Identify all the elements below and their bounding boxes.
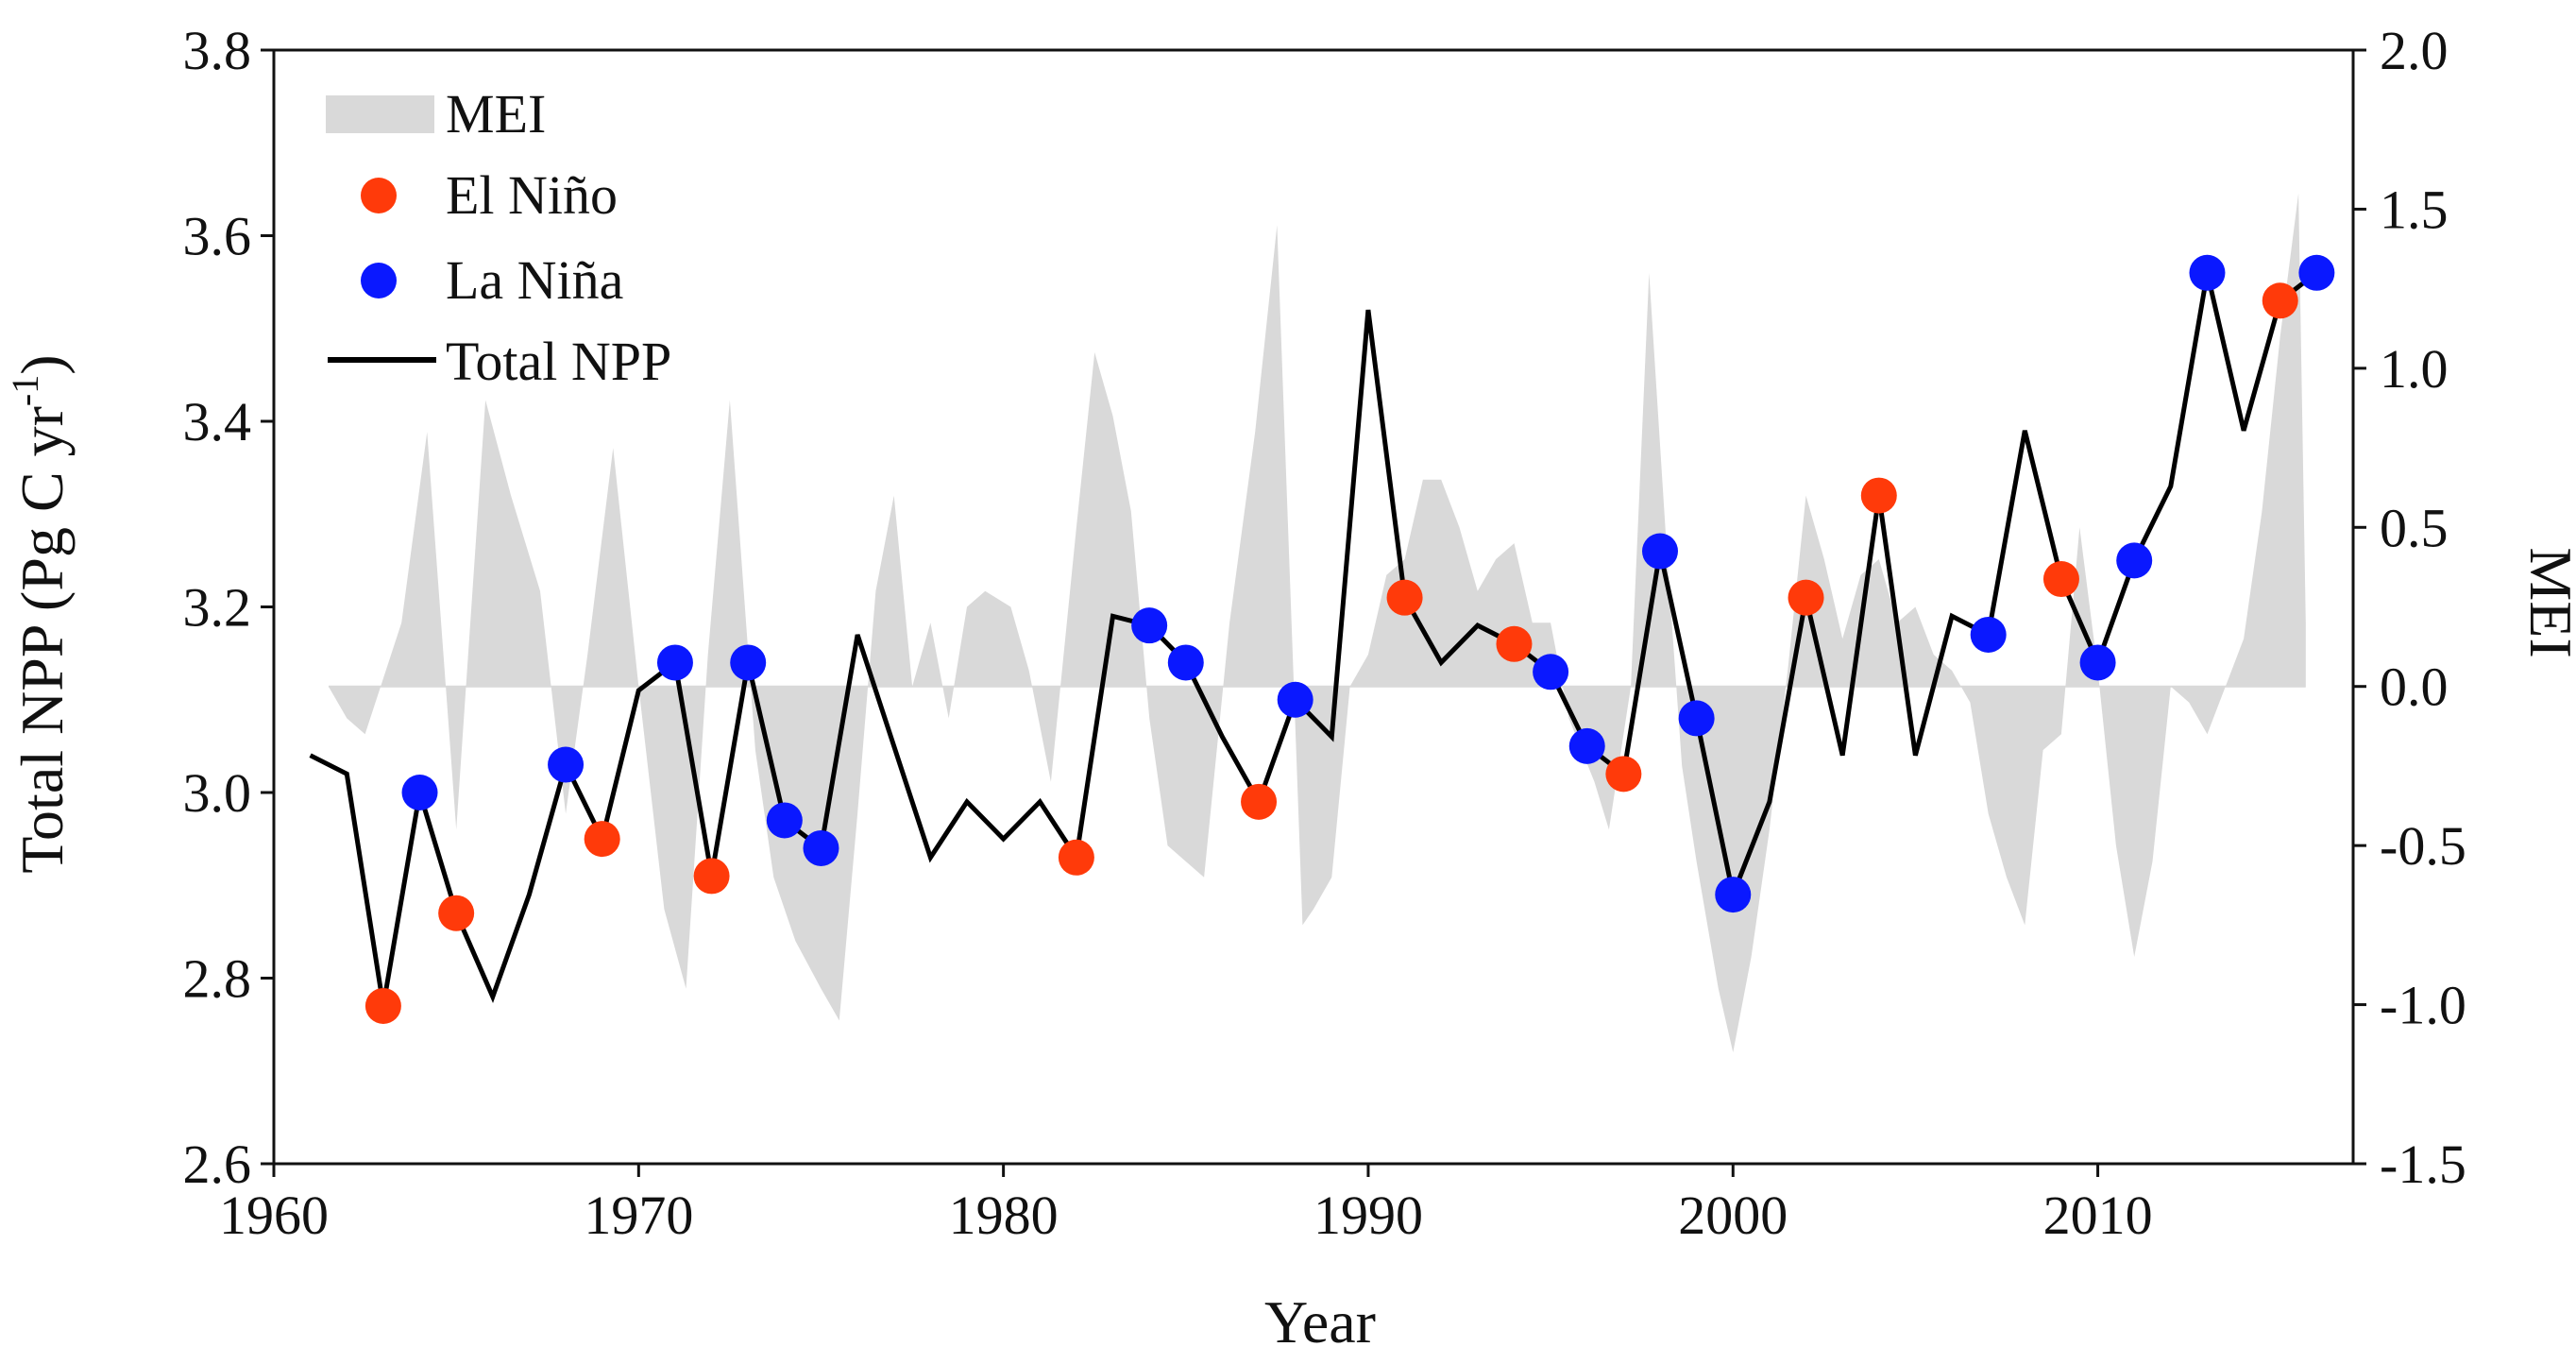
la-nina-point [401,775,438,810]
tick-labels: 2.6 2.8 3.0 3.2 3.4 3.6 3.8 -1.5 -1.0 -0.5 0.0 0.5 1… [183,20,2466,1246]
mei-area-layer [328,193,2306,1053]
enso-markers [364,254,2335,1024]
y-axis-title: Total NPP (Pg C yr-1) [4,354,76,873]
el-nino-point [693,858,730,895]
x-tick-label: 1980 [949,1185,1059,1246]
la-nina-point [1533,654,1569,691]
el-nino-point [438,895,475,931]
y-axis-title-suffix: ) [8,354,76,374]
x-tick-label: 1990 [1313,1185,1423,1246]
y2-tick-label: 0.0 [2380,656,2449,718]
x-tick-label: 1970 [584,1185,693,1246]
x-axis-title: Year [1264,1288,1376,1355]
y-tick-label: 2.8 [183,948,252,1010]
tick-marks [261,48,2366,1177]
la-nina-point [1678,700,1715,737]
el-nino-point [2262,282,2298,319]
el-nino-point [1241,783,1278,820]
legend-npp-label: Total NPP [446,331,671,392]
la-nina-point [656,644,693,681]
legend-el-nino-label: El Niño [446,164,618,226]
y2-tick-label: 2.0 [2380,20,2449,81]
el-nino-point [584,821,620,858]
el-nino-point [2042,561,2079,598]
el-nino-point [1788,579,1824,616]
x-tick-label: 2010 [2043,1185,2153,1246]
mei-area [328,193,2306,1053]
el-nino-point [364,987,401,1024]
la-nina-point [766,802,803,839]
la-nina-point [1970,616,2007,653]
y-tick-label: 2.6 [183,1134,252,1195]
y2-tick-label: 1.5 [2380,179,2449,240]
y-axis-title-main: Total NPP (Pg C yr [8,406,76,874]
legend-mei-swatch [326,95,434,133]
el-nino-point [1860,477,1897,514]
x-tick-label: 1960 [219,1185,329,1246]
la-nina-point [1131,607,1168,644]
la-nina-point [1642,533,1678,570]
legend: MEI El Niño La Niña Total NPP [326,83,671,392]
y-axis-title-superscript: -1 [4,375,46,406]
la-nina-point [2079,644,2116,681]
la-nina-point [2116,542,2153,579]
el-nino-point [1058,839,1094,876]
y-tick-label: 3.8 [183,20,252,81]
el-nino-point [1386,579,1423,616]
la-nina-point [1715,877,1752,913]
la-nina-point [2189,254,2226,291]
y2-tick-label: -1.5 [2380,1134,2466,1195]
legend-el-nino-marker [361,178,397,213]
la-nina-point [1277,681,1313,718]
la-nina-point [1568,727,1605,764]
la-nina-point [1167,644,1204,681]
y2-tick-label: -0.5 [2380,815,2466,877]
x-tick-label: 2000 [1678,1185,1788,1246]
y2-tick-label: 0.5 [2380,497,2449,558]
y-tick-label: 3.2 [183,577,252,639]
el-nino-point [1605,756,1642,793]
legend-mei-label: MEI [446,83,546,145]
la-nina-point [730,644,767,681]
y2-axis-title: MEI [2517,547,2576,657]
el-nino-point [1496,625,1533,662]
y2-tick-label: 1.0 [2380,338,2449,400]
la-nina-point [548,746,585,783]
y-tick-label: 3.6 [183,206,252,267]
y-tick-label: 3.0 [183,762,252,824]
y-tick-label: 3.4 [183,391,252,452]
la-nina-point [2298,254,2335,291]
y2-tick-label: -1.0 [2380,975,2466,1036]
legend-la-nina-label: La Niña [446,249,623,311]
legend-la-nina-marker [361,263,397,298]
la-nina-point [803,829,839,866]
